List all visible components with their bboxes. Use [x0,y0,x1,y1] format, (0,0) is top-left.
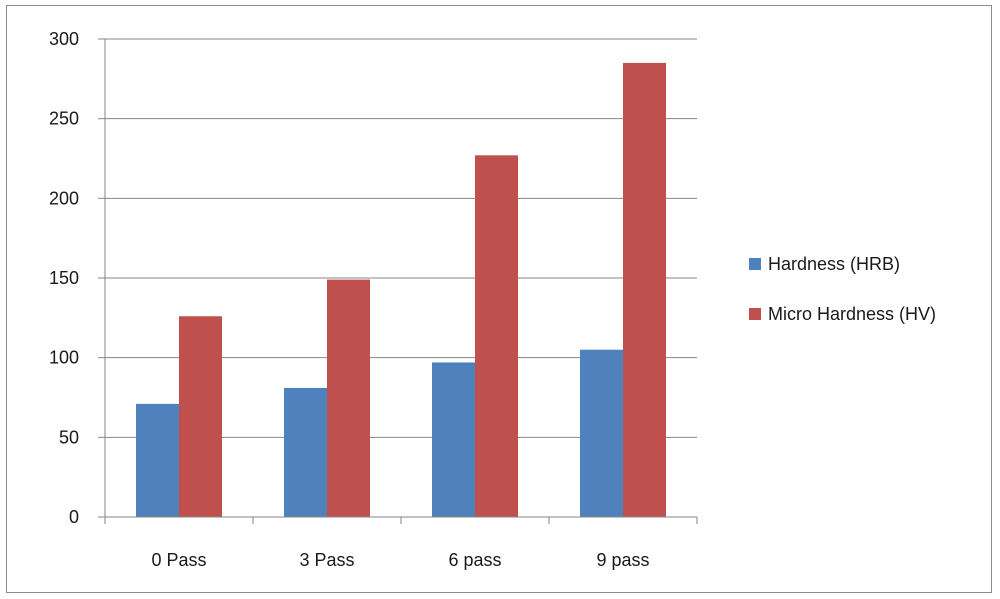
y-tick-label: 100 [49,348,79,368]
bar-hardness-hrb [284,387,327,517]
bar-micro-hardness-hv [179,316,222,517]
y-tick-label: 50 [59,427,79,447]
y-tick-label: 250 [49,109,79,129]
bar-hardness-hrb [136,403,179,517]
legend-label: Micro Hardness (HV) [768,304,936,324]
x-tick-label: 6 pass [448,550,501,570]
bar-micro-hardness-hv [623,62,666,518]
y-tick-labels: 0 50 100 150 200 250 300 [49,29,79,527]
x-tick-label: 3 Pass [299,550,354,570]
bar-micro-hardness-hv [327,279,370,517]
y-tick-label: 200 [49,188,79,208]
x-tick-label: 9 pass [596,550,649,570]
y-tick-label: 150 [49,268,79,288]
axes [98,38,698,524]
legend-label: Hardness (HRB) [768,254,900,274]
bar-micro-hardness-hv [475,155,518,517]
bars [136,62,666,518]
bar-hardness-hrb [580,349,623,517]
legend: Hardness (HRB) Micro Hardness (HV) [749,254,936,324]
y-tick-label: 300 [49,29,79,49]
x-tick-label: 0 Pass [151,550,206,570]
x-tick-labels: 0 Pass 3 Pass 6 pass 9 pass [151,550,649,570]
legend-swatch [749,308,761,320]
y-tick-label: 0 [69,507,79,527]
legend-swatch [749,258,761,270]
bar-hardness-hrb [432,362,475,517]
